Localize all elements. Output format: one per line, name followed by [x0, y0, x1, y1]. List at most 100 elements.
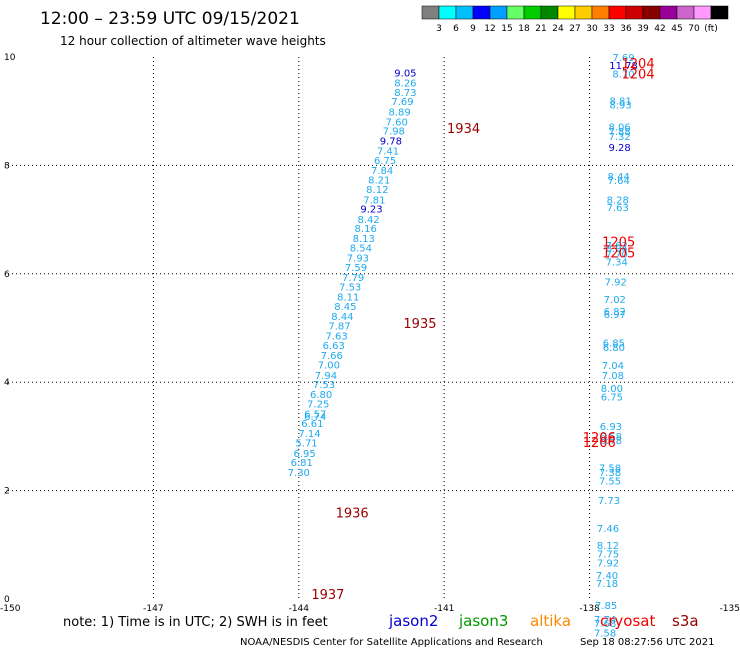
x-tick-label: -135 [720, 604, 740, 614]
wave-height-value: 9.28 [609, 143, 631, 154]
colorbar-label: 12 [484, 24, 495, 34]
color-legend: 3 6 9 12 15 18 21 24 27 30 33 36 39 42 45 70 (ft) [421, 5, 729, 34]
wave-height-value: 6.63 [323, 341, 345, 352]
y-tick-label: 6 [4, 270, 10, 280]
wave-height-value: 8.45 [334, 302, 356, 313]
colorbar-label: 21 [535, 24, 546, 34]
wave-height-value: 8.70 [612, 70, 634, 81]
wave-height-value: 7.63 [607, 203, 629, 214]
x-tick-label: -150 [0, 604, 21, 614]
wave-height-value: 7.55 [599, 477, 621, 488]
y-tick-label: 10 [4, 53, 16, 63]
colorbar-swatch [710, 5, 729, 20]
y-tick-label: 0 [4, 595, 10, 605]
wave-height-value: 7.94 [315, 371, 337, 382]
wave-height-value: 8.54 [350, 244, 372, 255]
wave-height-value: 6.58 [600, 432, 622, 443]
wave-height-value: 7.53 [313, 380, 335, 391]
colorbar-label: 9 [470, 24, 476, 34]
wave-height-value: 7.66 [321, 351, 343, 362]
y-tick-label: 4 [4, 378, 10, 388]
colorbar-swatch [642, 5, 661, 20]
wave-height-value: 7.34 [606, 258, 628, 269]
pass-number-label: 1206 [583, 431, 616, 446]
x-tick-label: -141 [434, 604, 454, 614]
wave-height-value: 6.57 [304, 409, 326, 420]
colorbar-swatch [421, 5, 440, 20]
colorbar-swatch [676, 5, 695, 20]
wave-height-value: 7.70 [606, 250, 628, 261]
wave-height-value: 8.93 [609, 100, 631, 111]
wave-height-value: 9.23 [360, 205, 382, 216]
wave-height-value: 6.75 [601, 393, 623, 404]
wave-height-value: 6.93 [600, 422, 622, 433]
wave-height-value: 8.13 [353, 234, 375, 245]
wave-height-value: 6.80 [603, 343, 625, 354]
wave-height-value: 7.59 [345, 263, 367, 274]
wave-height-value: 6.80 [310, 390, 332, 401]
wave-height-value: 6.85 [603, 338, 625, 349]
wave-height-value: 11.78 [609, 61, 638, 72]
wave-height-value: 6.97 [604, 310, 626, 321]
wave-height-value: 7.88 [609, 127, 631, 138]
colorbar-swatch [574, 5, 593, 20]
wave-height-value: 6.95 [293, 449, 315, 460]
wave-height-value: 7.81 [363, 195, 385, 206]
wave-height-value: 7.04 [602, 361, 624, 372]
chart-title: 12:00 – 23:59 UTC 09/15/2021 [40, 9, 300, 29]
colorbar-label: 39 [637, 24, 649, 34]
colorbar-label: 45 [671, 24, 682, 34]
y-tick-label: 8 [4, 161, 10, 171]
colorbar-label: 18 [518, 24, 530, 34]
wave-height-value: 7.85 [595, 601, 617, 612]
chart-subtitle: 12 hour collection of altimeter wave hei… [60, 34, 326, 48]
colorbar-label: 3 [436, 24, 442, 34]
colorbar-swatch [557, 5, 576, 20]
note-text: note: 1) Time is in UTC; 2) SWH is in fe… [63, 615, 328, 630]
x-tick-label: -138 [579, 604, 600, 614]
colorbar-swatch [506, 5, 525, 20]
wave-height-value: 8.16 [355, 224, 377, 235]
colorbar-label: (ft) [704, 24, 718, 34]
wave-height-value: 7.14 [298, 429, 320, 440]
colorbar-swatch [489, 5, 508, 20]
wave-height-value: 7.08 [602, 371, 624, 382]
wave-height-value: 8.12 [366, 185, 388, 196]
wave-height-value: 7.18 [596, 579, 618, 590]
axis-labels: -150 -147 -144 -141 -138 -135 0 2 4 6 8 10 [0, 53, 740, 614]
pass-number-label: 1206 [583, 436, 616, 451]
wave-height-value: 7.25 [307, 400, 329, 411]
colorbar-label: 70 [688, 24, 700, 34]
satellite-legend-jason2: jason2 [388, 612, 438, 630]
wave-height-value: 7.93 [347, 253, 369, 264]
wave-height-value: 7.41 [377, 147, 399, 158]
x-tick-label: -147 [143, 604, 163, 614]
wave-height-value: 7.53 [339, 283, 361, 294]
wave-height-value: 8.73 [394, 88, 416, 99]
colorbar-label: 24 [552, 24, 564, 34]
wave-height-value: 8.06 [609, 123, 631, 134]
wave-height-value: 7.30 [288, 468, 310, 479]
satellite-legend-cryosat: cryosat [600, 612, 655, 630]
colorbar-label: 30 [586, 24, 598, 34]
colorbar-label: 15 [501, 24, 512, 34]
wave-height-value: 6.81 [291, 458, 313, 469]
pass-number-label: 1204 [622, 68, 655, 83]
wave-height-value: 7.46 [597, 524, 619, 535]
wave-height-value: 7.79 [342, 273, 364, 284]
wave-height-value: 7.32 [609, 132, 631, 143]
wave-height-value: 7.68 [594, 619, 616, 630]
satellite-legend: jason2 jason3 altika cryosat s3a [388, 612, 699, 630]
wave-height-value: 8.04 [606, 244, 628, 255]
y-tick-label: 2 [4, 487, 10, 497]
wave-height-value: 6.74 [304, 412, 326, 423]
footer-timestamp: Sep 18 08:27:56 UTC 2021 [580, 637, 714, 648]
colorbar-label: 27 [569, 24, 580, 34]
wave-height-value: 6.78 [600, 436, 622, 447]
wave-height-value: 5.71 [295, 439, 317, 450]
wave-height-value: 7.92 [597, 558, 619, 569]
colorbar-label: 36 [620, 24, 632, 34]
wave-height-value: 8.44 [331, 312, 353, 323]
wave-height-value: 8.44 [608, 172, 630, 183]
